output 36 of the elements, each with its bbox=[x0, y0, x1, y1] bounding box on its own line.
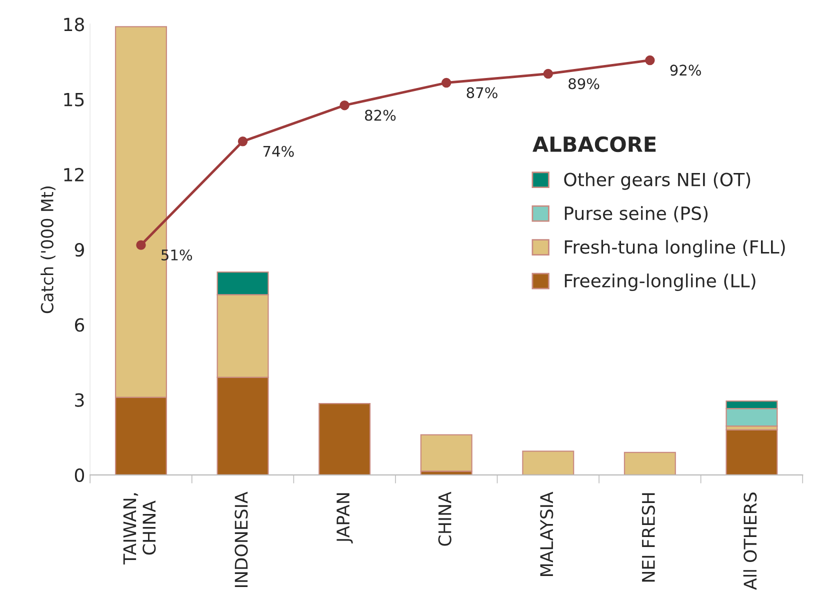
legend-title: ALBACORE bbox=[532, 136, 656, 152]
y-axis-title: Catch ('000 Mt) bbox=[40, 186, 56, 314]
point bbox=[441, 78, 452, 88]
x-tick-label: MALAYSIA bbox=[540, 492, 554, 576]
x-tick-label: INDONESIA bbox=[234, 492, 248, 588]
legend-label: Freezing-longline (LL) bbox=[564, 274, 756, 292]
data-label: 82% bbox=[365, 110, 396, 121]
y-tick-label: 6 bbox=[75, 318, 84, 332]
point bbox=[238, 136, 248, 146]
y-tick-label: 15 bbox=[64, 93, 84, 106]
y-tick-label: 18 bbox=[64, 18, 84, 32]
legend-label: Other gears NEI (OT) bbox=[564, 172, 750, 190]
bar bbox=[726, 429, 778, 475]
data-label: 87% bbox=[466, 87, 498, 98]
bar bbox=[318, 403, 371, 475]
bar bbox=[624, 452, 676, 475]
data-label: 92% bbox=[670, 64, 701, 76]
legend-label: Purse seine (PS) bbox=[564, 206, 708, 222]
bar bbox=[522, 450, 574, 475]
x-tick-label: TAIWAN, CHINA bbox=[123, 493, 156, 564]
x-tick-label: All OTHERS bbox=[743, 492, 757, 590]
y-tick-label: 12 bbox=[64, 168, 84, 182]
legend-label: Fresh-tuna longline (FLL) bbox=[564, 240, 785, 258]
x-tick-label: CHINA bbox=[438, 492, 452, 546]
y-tick-label: 3 bbox=[75, 393, 84, 407]
data-label: 74% bbox=[263, 146, 294, 157]
point bbox=[543, 68, 554, 79]
y-tick-label: 9 bbox=[74, 243, 84, 257]
y-tick-label: 0 bbox=[74, 468, 84, 482]
point bbox=[645, 55, 655, 66]
x-tick-label: JAPAN bbox=[336, 493, 353, 544]
point bbox=[136, 240, 146, 250]
x-tick-label: NEI FRESH bbox=[642, 493, 655, 582]
bar bbox=[420, 434, 472, 472]
data-label: 89% bbox=[568, 78, 600, 90]
point bbox=[340, 100, 350, 110]
